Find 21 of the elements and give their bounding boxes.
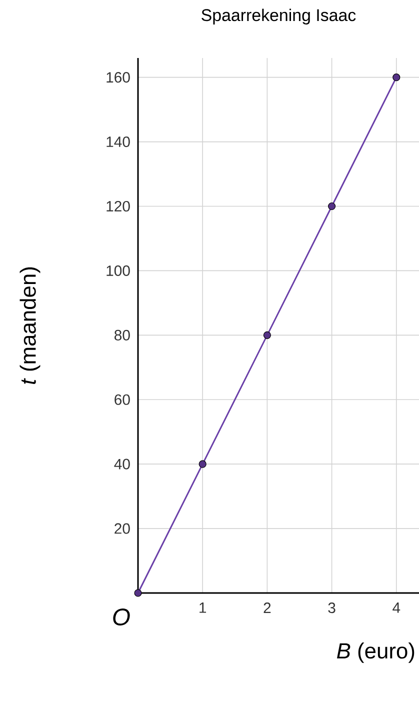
point: [263, 331, 271, 339]
text: O: [113, 608, 130, 626]
y-tick-label: 60: [114, 394, 130, 405]
y-tick-label: 20: [114, 523, 130, 534]
x-tick-label: 1: [200, 602, 206, 613]
x-axis-title: B (euro): [336, 642, 414, 663]
y-axis-title: t (maanden): [20, 267, 40, 384]
chart-title: Spaarrekening Isaac: [202, 8, 356, 24]
x-tick-label: 4: [392, 602, 400, 613]
point: [134, 589, 142, 597]
point: [198, 460, 206, 468]
point: [392, 74, 400, 82]
y-tick-label: 80: [114, 330, 130, 340]
y-tick-label: 120: [106, 200, 130, 212]
y-tick-label: 100: [106, 265, 130, 276]
y-tick-label: 160: [106, 72, 130, 83]
y-tick-label: 40: [114, 458, 130, 470]
y-tick-label: 140: [106, 136, 130, 148]
x-tick-label: 2: [264, 602, 271, 613]
x-tick-label: 3: [328, 602, 336, 614]
point: [328, 202, 336, 210]
